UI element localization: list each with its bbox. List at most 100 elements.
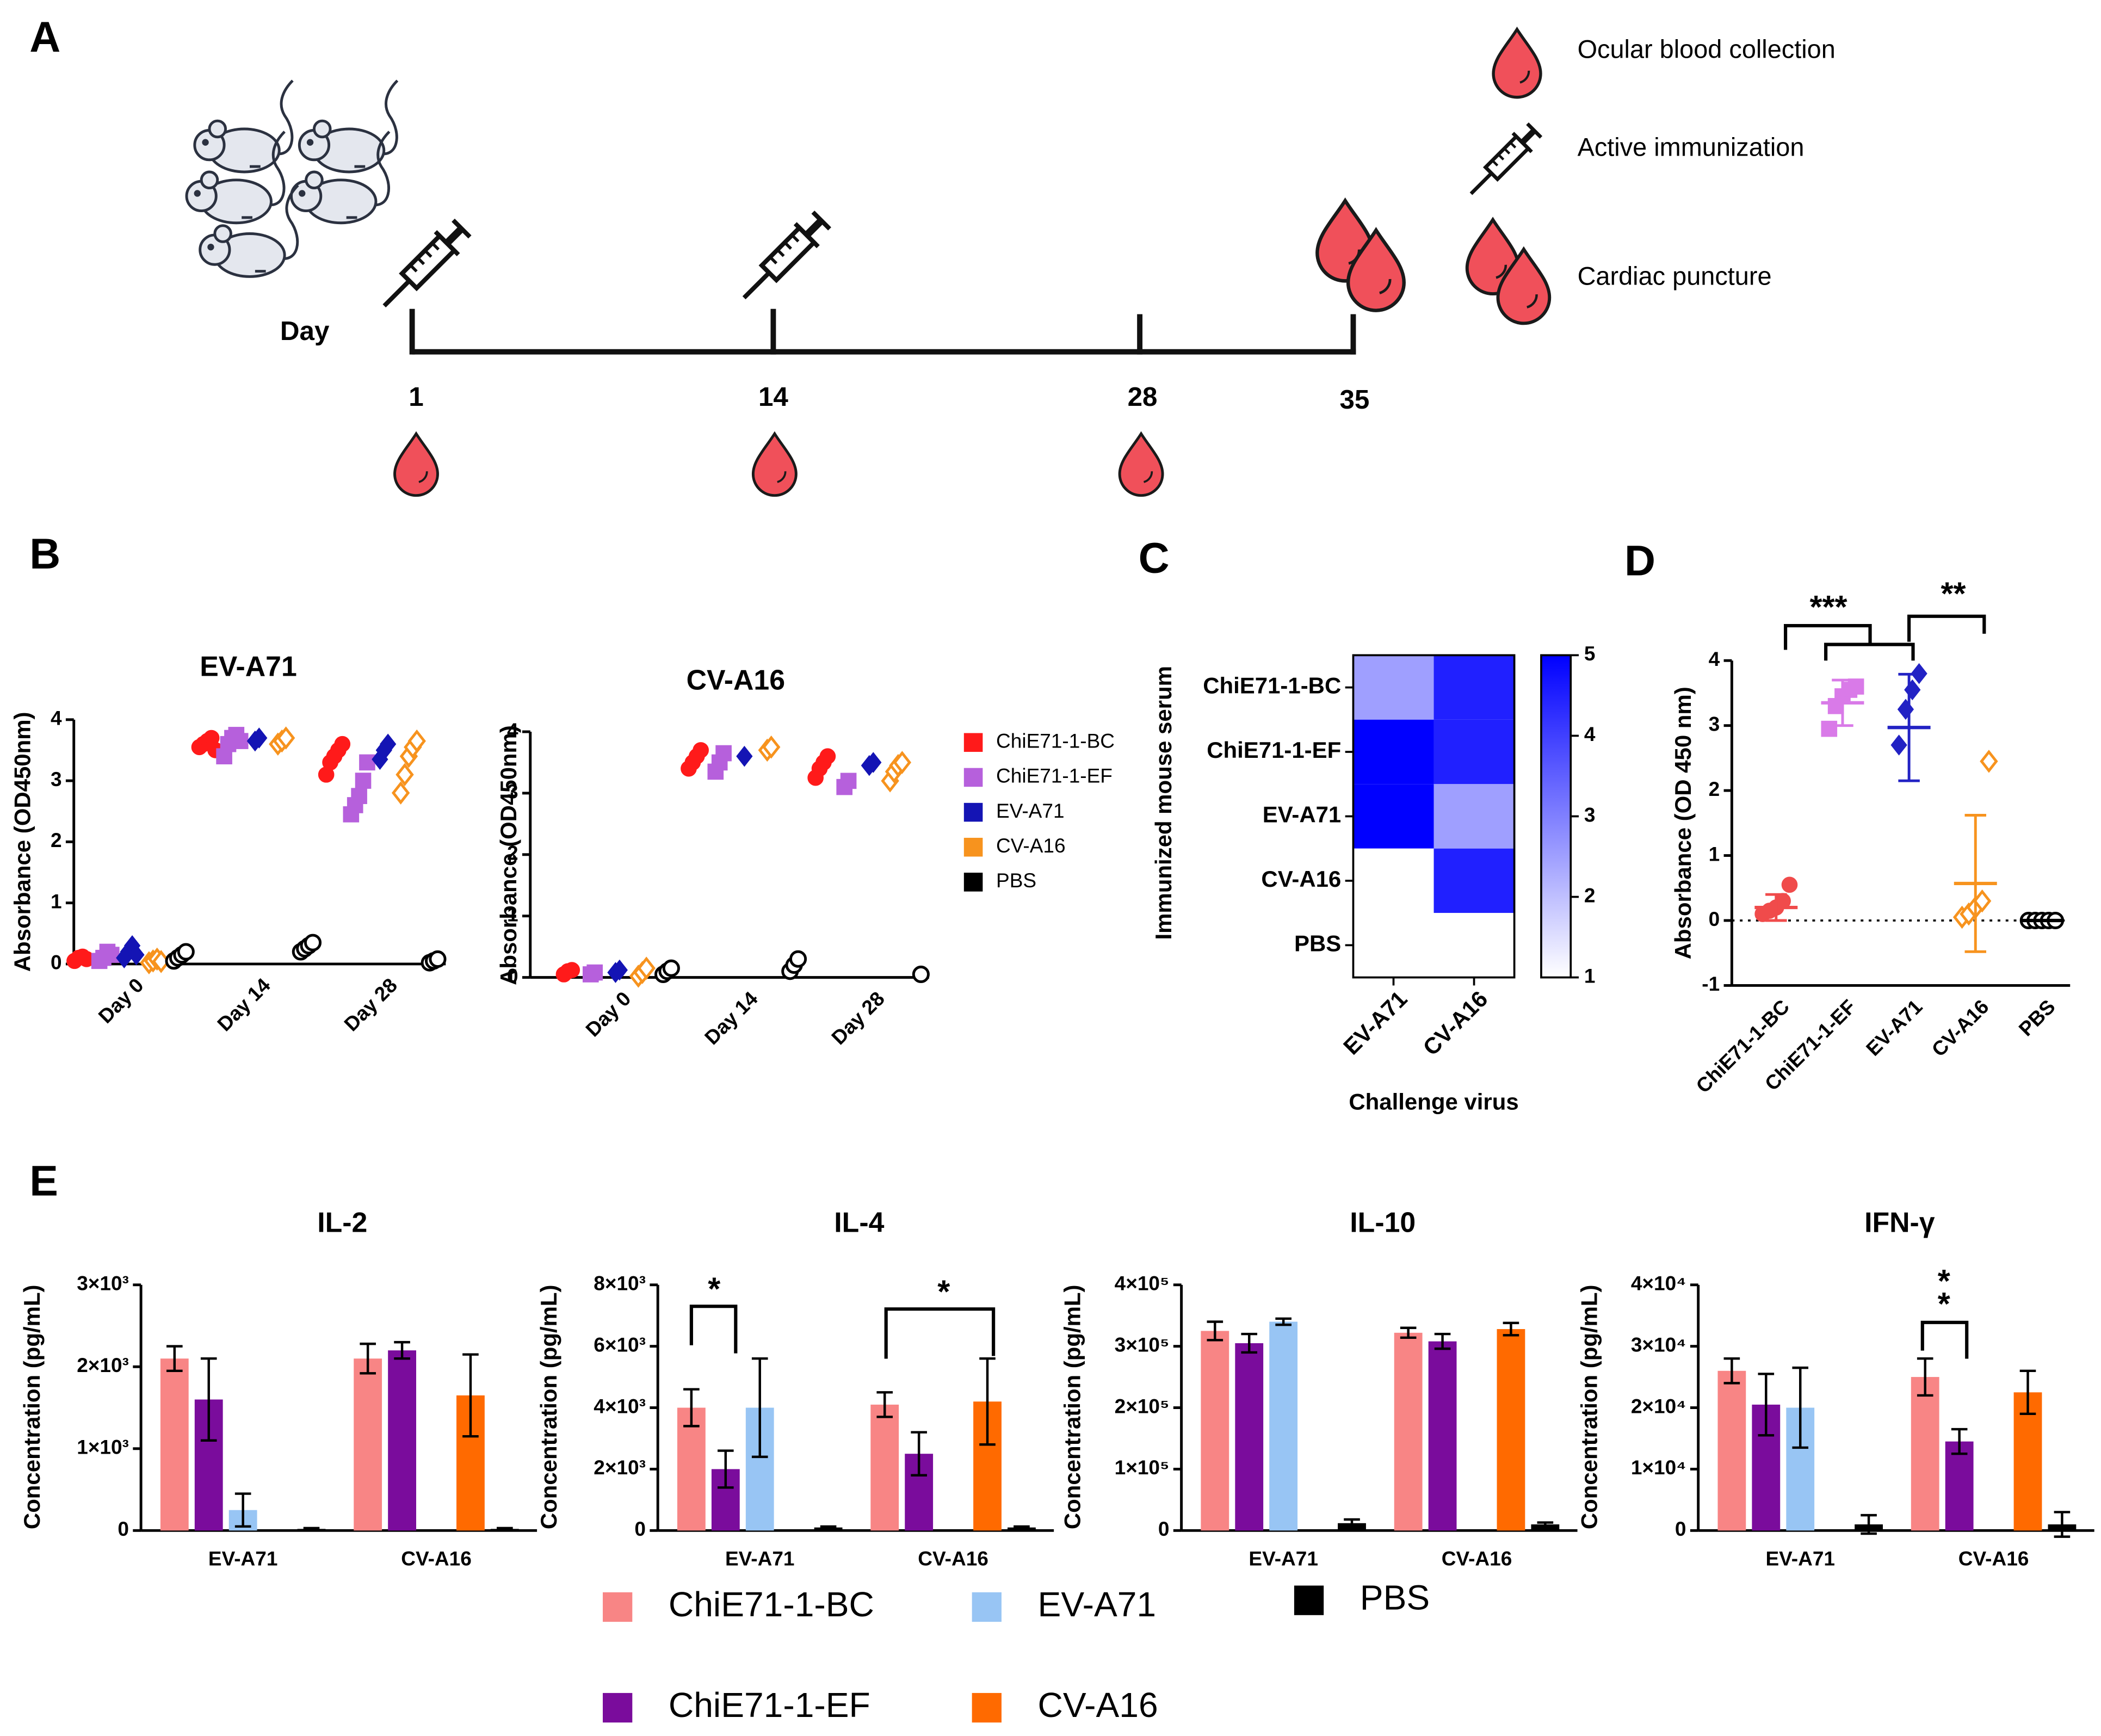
drop-shape [1118,431,1164,497]
data-point [391,781,410,805]
row-label: PBS [1294,930,1341,956]
error-bar [1537,1521,1554,1528]
y-tick-label: -1 [1702,972,1720,995]
heat-cell [1353,848,1434,913]
data-point [334,736,351,752]
y-tick-label: 2×10⁴ [1631,1394,1686,1417]
y-tick-label: 4 [507,719,518,742]
error-bar [718,1449,734,1489]
y-tick-label: 0 [51,951,62,974]
data-point [893,751,912,774]
legend-swatch [603,1692,633,1723]
handle [1526,122,1543,139]
y-tick-label: 2×10³ [77,1354,129,1376]
y-axis-label: Absorbance (OD 450 nm) [1670,687,1696,959]
chart-title: IL-4 [834,1206,884,1238]
significance-label: *** [1809,589,1847,625]
significance-label: * [1938,1286,1950,1322]
x-axis-label: Challenge virus [1349,1089,1518,1115]
handle [452,218,472,239]
bar [1945,1441,1974,1531]
heat-cell [1353,913,1434,978]
ear [200,170,219,190]
error-bar [2019,1369,2036,1416]
syringe-icon [742,211,831,300]
eye [207,244,214,251]
drop-icon [1346,227,1406,312]
barrel-tick [424,249,432,258]
bar [1269,1321,1298,1531]
significance-label: * [1938,1263,1950,1299]
y-tick-label: 1 [51,889,62,912]
data-point [865,752,882,773]
legend-swatch [963,733,983,752]
drop-shape [1346,227,1406,312]
data-point [1897,699,1914,720]
data-point [789,950,807,968]
error-bar [1765,893,1787,922]
day-number: 35 [1339,385,1369,415]
syringe-icon [1469,122,1543,195]
y-tick-label: 2×10⁵ [1115,1394,1170,1417]
error-bar [1434,1332,1451,1350]
x-tick-label: Day 0 [94,973,148,1028]
barrel-tick [769,256,778,264]
drop-shine [1527,294,1538,308]
legend-label: ChiE71-1-EF [996,764,1113,787]
chart-title: CV-A16 [687,664,785,695]
x-tick-label: EV-A71 [1862,995,1927,1060]
legend-label: ChiE71-1-EF [669,1685,870,1725]
mouse-icon [298,79,399,174]
error-bar [1014,1525,1030,1530]
error-bar [1503,1321,1519,1337]
colorbar [1540,654,1572,979]
needle [1469,172,1493,195]
error-bar [303,1527,320,1531]
data-point [128,944,145,966]
error-bar [1861,1513,1877,1535]
error-bar [1207,1320,1223,1342]
significance-bracket [1907,614,1986,642]
error-bar [1241,1332,1258,1354]
data-point [1973,889,1992,913]
heat-cell [1353,784,1434,849]
x-tick-label: CV-A16 [1927,995,1993,1061]
data-point [1781,876,1798,893]
x-tick-label: CV-A16 [1442,1547,1512,1570]
timeline-legend: Cardiac puncture [1578,262,1772,290]
mouse-icon [185,131,286,225]
chart-title: IL-10 [1350,1206,1416,1238]
syringe-icon [382,218,472,308]
mouse-icon [193,79,294,174]
data-point [762,735,781,759]
legend-swatch [1294,1585,1324,1615]
drop-shine [1519,70,1530,84]
y-tick-label: 2 [507,842,518,864]
legend-swatch [603,1592,633,1622]
heat-cell [1353,655,1434,720]
y-axis-label: Concentration (pg/mL) [1576,1284,1602,1529]
heat-cell [1433,655,1515,720]
drop-icon [751,431,798,497]
y-tick-label: 3 [1709,712,1720,735]
legend-swatch [963,837,983,857]
legend-label: EV-A71 [1038,1585,1157,1624]
drop-shape [393,431,439,497]
bar [160,1358,189,1531]
legend-label: ChiE71-1-BC [996,730,1115,752]
bar [354,1358,382,1531]
bar [1911,1377,1939,1531]
heat-cell [1433,784,1515,849]
y-axis-label: Concentration (pg/mL) [1059,1284,1085,1529]
significance-bracket [884,1307,996,1359]
bar [388,1350,416,1531]
y-tick-label: 2 [1709,777,1720,800]
legend-swatch [963,802,983,822]
x-tick-label: CV-A16 [1958,1547,2029,1570]
y-axis-label: Concentration (pg/mL) [19,1284,45,1529]
y-tick-label: 1×10⁴ [1631,1456,1686,1479]
bar [870,1404,899,1531]
tail [378,79,399,156]
legend-label: PBS [996,869,1036,892]
bar [677,1407,706,1531]
